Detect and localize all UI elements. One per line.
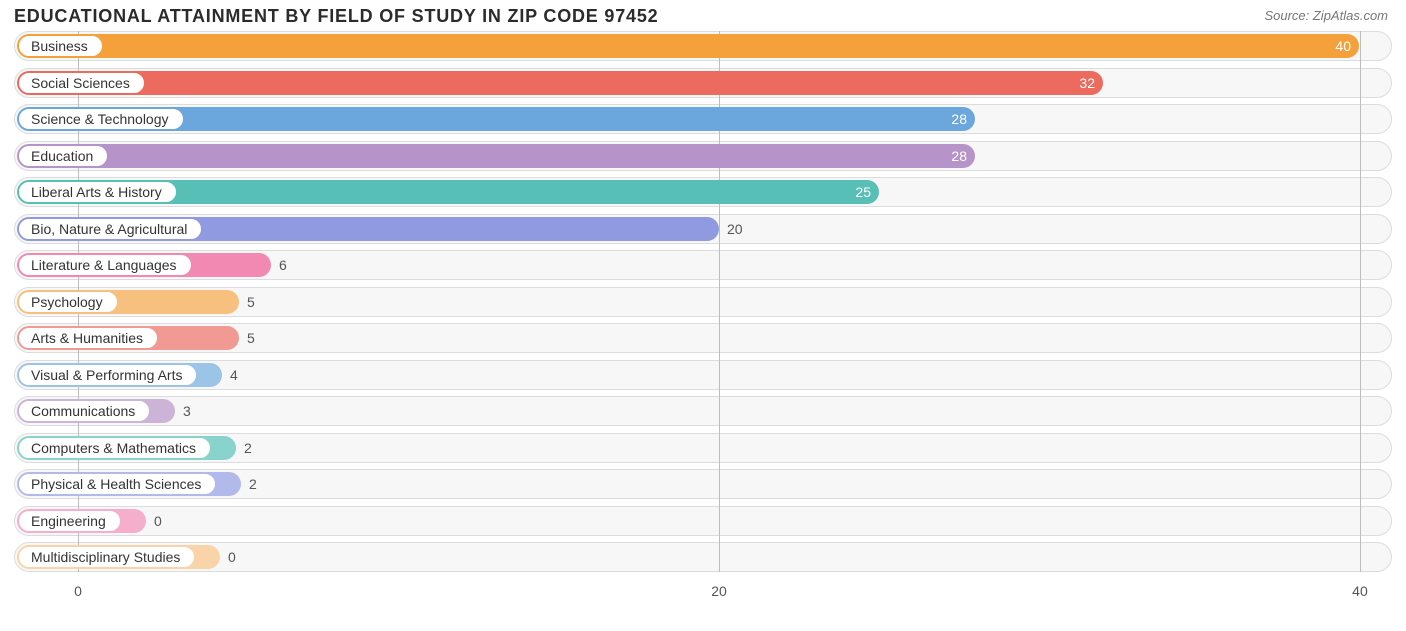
category-label: Engineering: [31, 513, 106, 529]
bar-row: 6 Literature & Languages: [14, 250, 1392, 280]
x-tick: 40: [1352, 583, 1368, 599]
category-label: Communications: [31, 403, 135, 419]
chart-source: Source: ZipAtlas.com: [1264, 6, 1388, 23]
chart-title: EDUCATIONAL ATTAINMENT BY FIELD OF STUDY…: [14, 6, 658, 27]
category-label: Physical & Health Sciences: [31, 476, 201, 492]
bar-row: 5 Psychology: [14, 287, 1392, 317]
bar-row: 0 Engineering: [14, 506, 1392, 536]
bar-value: 2: [249, 476, 257, 492]
category-label: Arts & Humanities: [31, 330, 143, 346]
category-pill: Engineering: [18, 510, 121, 532]
category-pill: Computers & Mathematics: [18, 437, 211, 459]
category-label: Visual & Performing Arts: [31, 367, 182, 383]
bar-row: 2 Physical & Health Sciences: [14, 469, 1392, 499]
bar-row: 0 Multidisciplinary Studies: [14, 542, 1392, 572]
bar-value: 40: [1335, 38, 1351, 54]
category-pill: Visual & Performing Arts: [18, 364, 197, 386]
bar-value: 0: [228, 549, 236, 565]
bar: 32: [17, 71, 1103, 95]
category-pill: Education: [18, 145, 108, 167]
category-label: Computers & Mathematics: [31, 440, 196, 456]
category-label: Liberal Arts & History: [31, 184, 162, 200]
chart-header: EDUCATIONAL ATTAINMENT BY FIELD OF STUDY…: [0, 0, 1406, 27]
category-pill: Social Sciences: [18, 72, 145, 94]
category-pill: Business: [18, 35, 103, 57]
bar-row: 5 Arts & Humanities: [14, 323, 1392, 353]
x-axis: 0 20 40: [14, 579, 1392, 607]
category-label: Psychology: [31, 294, 103, 310]
bar-row: 2 Computers & Mathematics: [14, 433, 1392, 463]
bar-row: 28 Science & Technology: [14, 104, 1392, 134]
category-label: Social Sciences: [31, 75, 130, 91]
chart-plot: 40Business32Social Sciences28Science & T…: [14, 31, 1392, 572]
category-pill: Physical & Health Sciences: [18, 473, 216, 495]
bar-row: 40 Business: [14, 31, 1392, 61]
bar-value: 2: [244, 440, 252, 456]
bar-row: 28 Education: [14, 141, 1392, 171]
bar-row: 25 Liberal Arts & History: [14, 177, 1392, 207]
bar-value: 4: [230, 367, 238, 383]
bar-value: 5: [247, 330, 255, 346]
bar-value: 28: [951, 111, 967, 127]
category-pill: Bio, Nature & Agricultural: [18, 218, 202, 240]
bar-value: 20: [727, 221, 743, 237]
x-tick: 20: [711, 583, 727, 599]
bar-value: 25: [855, 184, 871, 200]
category-label: Multidisciplinary Studies: [31, 549, 180, 565]
bar-value: 28: [951, 148, 967, 164]
bar: 40: [17, 34, 1359, 58]
category-pill: Science & Technology: [18, 108, 184, 130]
category-pill: Arts & Humanities: [18, 327, 158, 349]
category-label: Education: [31, 148, 93, 164]
category-label: Literature & Languages: [31, 257, 177, 273]
bar-value: 5: [247, 294, 255, 310]
x-tick: 0: [74, 583, 82, 599]
bar-row: 32 Social Sciences: [14, 68, 1392, 98]
category-label: Business: [31, 38, 88, 54]
category-label: Bio, Nature & Agricultural: [31, 221, 187, 237]
bar-value: 32: [1079, 75, 1095, 91]
category-pill: Literature & Languages: [18, 254, 192, 276]
gridline: [1360, 31, 1361, 572]
category-pill: Liberal Arts & History: [18, 181, 177, 203]
category-pill: Psychology: [18, 291, 118, 313]
bar-row: 4 Visual & Performing Arts: [14, 360, 1392, 390]
chart-area: 40Business32Social Sciences28Science & T…: [14, 31, 1392, 607]
category-pill: Communications: [18, 400, 150, 422]
bar-row: 20 Bio, Nature & Agricultural: [14, 214, 1392, 244]
category-label: Science & Technology: [31, 111, 169, 127]
bar-value: 3: [183, 403, 191, 419]
bar-value: 6: [279, 257, 287, 273]
bar-row: 3 Communications: [14, 396, 1392, 426]
bar-value: 0: [154, 513, 162, 529]
category-pill: Multidisciplinary Studies: [18, 546, 195, 568]
bar: 28: [17, 144, 975, 168]
